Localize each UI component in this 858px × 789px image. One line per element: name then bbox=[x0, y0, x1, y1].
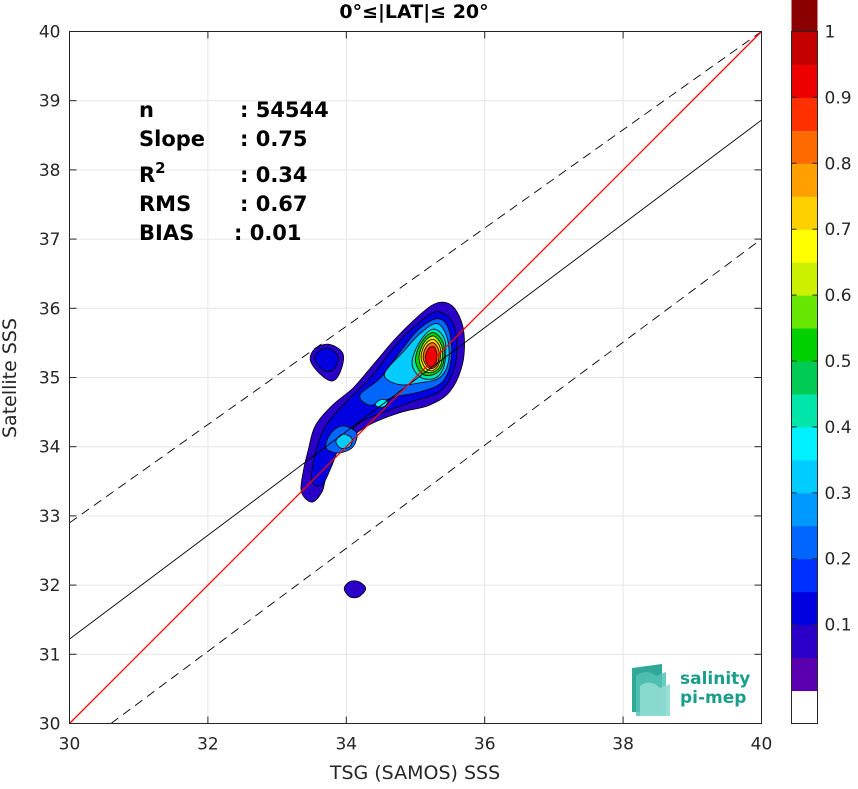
fit-line bbox=[69, 119, 762, 640]
colorbar-tick-label: 0.1 bbox=[825, 616, 852, 636]
colorbar-swatch bbox=[791, 393, 818, 428]
y-tick-label: 39 bbox=[39, 92, 61, 112]
x-tick-label: 34 bbox=[335, 735, 357, 755]
salinity-pi-mep-logo: salinity pi-mep bbox=[632, 664, 750, 716]
colorbar-tick-label: 0.9 bbox=[825, 88, 852, 108]
stat-value-r2: : 0.34 bbox=[240, 163, 308, 187]
identity-line bbox=[69, 31, 762, 724]
stat-label-bias: BIAS bbox=[139, 221, 194, 245]
colorbar-swatch bbox=[791, 690, 818, 724]
colorbar-swatch bbox=[791, 97, 818, 131]
colorbar-frame bbox=[791, 31, 818, 724]
colorbar-swatch bbox=[791, 624, 818, 659]
colorbar-swatch bbox=[791, 525, 818, 560]
colorbar-tick-label: 0.4 bbox=[825, 418, 852, 438]
x-tick-label: 40 bbox=[751, 735, 773, 755]
stat-label-slope: Slope bbox=[139, 127, 205, 151]
stat-value-n: : 54544 bbox=[240, 98, 329, 122]
colorbar-swatch bbox=[791, 229, 818, 263]
density-contour-2 bbox=[343, 580, 367, 599]
y-tick-label: 31 bbox=[39, 645, 61, 665]
colorbar-tick-label: 0.5 bbox=[825, 352, 852, 372]
colorbar-swatch bbox=[791, 492, 818, 527]
x-tick-label: 38 bbox=[612, 735, 634, 755]
stat-label-r2-base: R bbox=[139, 163, 155, 187]
colorbar-tick-label: 0.2 bbox=[825, 550, 852, 570]
y-axis-ticks: 30 31 32 33 34 35 36 37 38 39 40 bbox=[39, 23, 762, 735]
y-tick-label: 36 bbox=[39, 299, 61, 319]
chart-title: 0°≤|LAT|≤ 20° bbox=[339, 1, 488, 23]
colorbar: 0.1 0.2 0.3 0.4 0.5 0.6 0.7 0.8 0.9 1 bbox=[791, 0, 852, 724]
logo-text-pi-mep: pi-mep bbox=[680, 688, 746, 708]
colorbar-swatch bbox=[791, 591, 818, 626]
colorbar-swatch bbox=[791, 130, 818, 164]
y-tick-label: 32 bbox=[39, 576, 61, 596]
colorbar-swatch bbox=[791, 64, 818, 98]
stat-value-rms: : 0.67 bbox=[240, 192, 308, 216]
x-tick-label: 32 bbox=[197, 735, 219, 755]
colorbar-tick-label: 0.8 bbox=[825, 154, 852, 174]
statistics-box: n : 54544 Slope : 0.75 R2 : 0.34 RMS : 0… bbox=[139, 98, 329, 245]
colorbar-swatch bbox=[791, 361, 818, 395]
colorbar-tick-label: 0.3 bbox=[825, 484, 852, 504]
stat-label-rms: RMS bbox=[139, 192, 191, 216]
x-axis-label: TSG (SAMOS) SSS bbox=[329, 762, 500, 784]
colorbar-swatch bbox=[791, 459, 818, 494]
y-tick-label: 33 bbox=[39, 507, 61, 527]
density-contour-3 bbox=[314, 347, 339, 372]
colorbar-swatch bbox=[791, 262, 818, 296]
y-axis-label: Satellite SSS bbox=[0, 318, 21, 438]
colorbar-swatch bbox=[791, 426, 818, 461]
x-axis-ticks: 30 32 34 36 38 40 bbox=[59, 31, 773, 755]
colorbar-tick-label: 1 bbox=[825, 23, 836, 43]
upper-bound-line bbox=[69, 31, 762, 524]
x-tick-label: 30 bbox=[59, 735, 81, 755]
logo-wave-front bbox=[640, 682, 670, 716]
colorbar-swatch bbox=[791, 558, 818, 593]
colorbar-swatch bbox=[791, 295, 818, 329]
colorbar-swatch bbox=[791, 657, 818, 692]
y-tick-label: 35 bbox=[39, 369, 61, 389]
lower-bound-line bbox=[110, 238, 762, 724]
y-tick-label: 37 bbox=[39, 230, 61, 250]
y-tick-label: 34 bbox=[39, 438, 61, 458]
reference-lines bbox=[69, 31, 762, 724]
stat-label-r2: R2 bbox=[139, 159, 166, 187]
density-contour-9 bbox=[374, 399, 389, 408]
grid-lines bbox=[69, 31, 762, 724]
y-tick-label: 30 bbox=[39, 715, 61, 735]
colorbar-swatch bbox=[791, 163, 818, 197]
colorbar-tick-label: 0.7 bbox=[825, 220, 852, 240]
colorbar-swatch bbox=[791, 0, 818, 33]
stat-label-r2-sup: 2 bbox=[155, 159, 165, 177]
colorbar-tick-label: 0.6 bbox=[825, 286, 852, 306]
colorbar-swatch bbox=[791, 328, 818, 362]
y-tick-label: 40 bbox=[39, 23, 61, 43]
y-tick-label: 38 bbox=[39, 161, 61, 181]
stat-label-n: n bbox=[139, 98, 154, 122]
x-tick-label: 36 bbox=[474, 735, 496, 755]
colorbar-swatch bbox=[791, 196, 818, 230]
colorbar-swatch bbox=[791, 31, 818, 65]
logo-text-salinity: salinity bbox=[680, 669, 750, 689]
stat-value-bias: : 0.01 bbox=[234, 221, 302, 245]
stat-value-slope: : 0.75 bbox=[240, 127, 308, 151]
